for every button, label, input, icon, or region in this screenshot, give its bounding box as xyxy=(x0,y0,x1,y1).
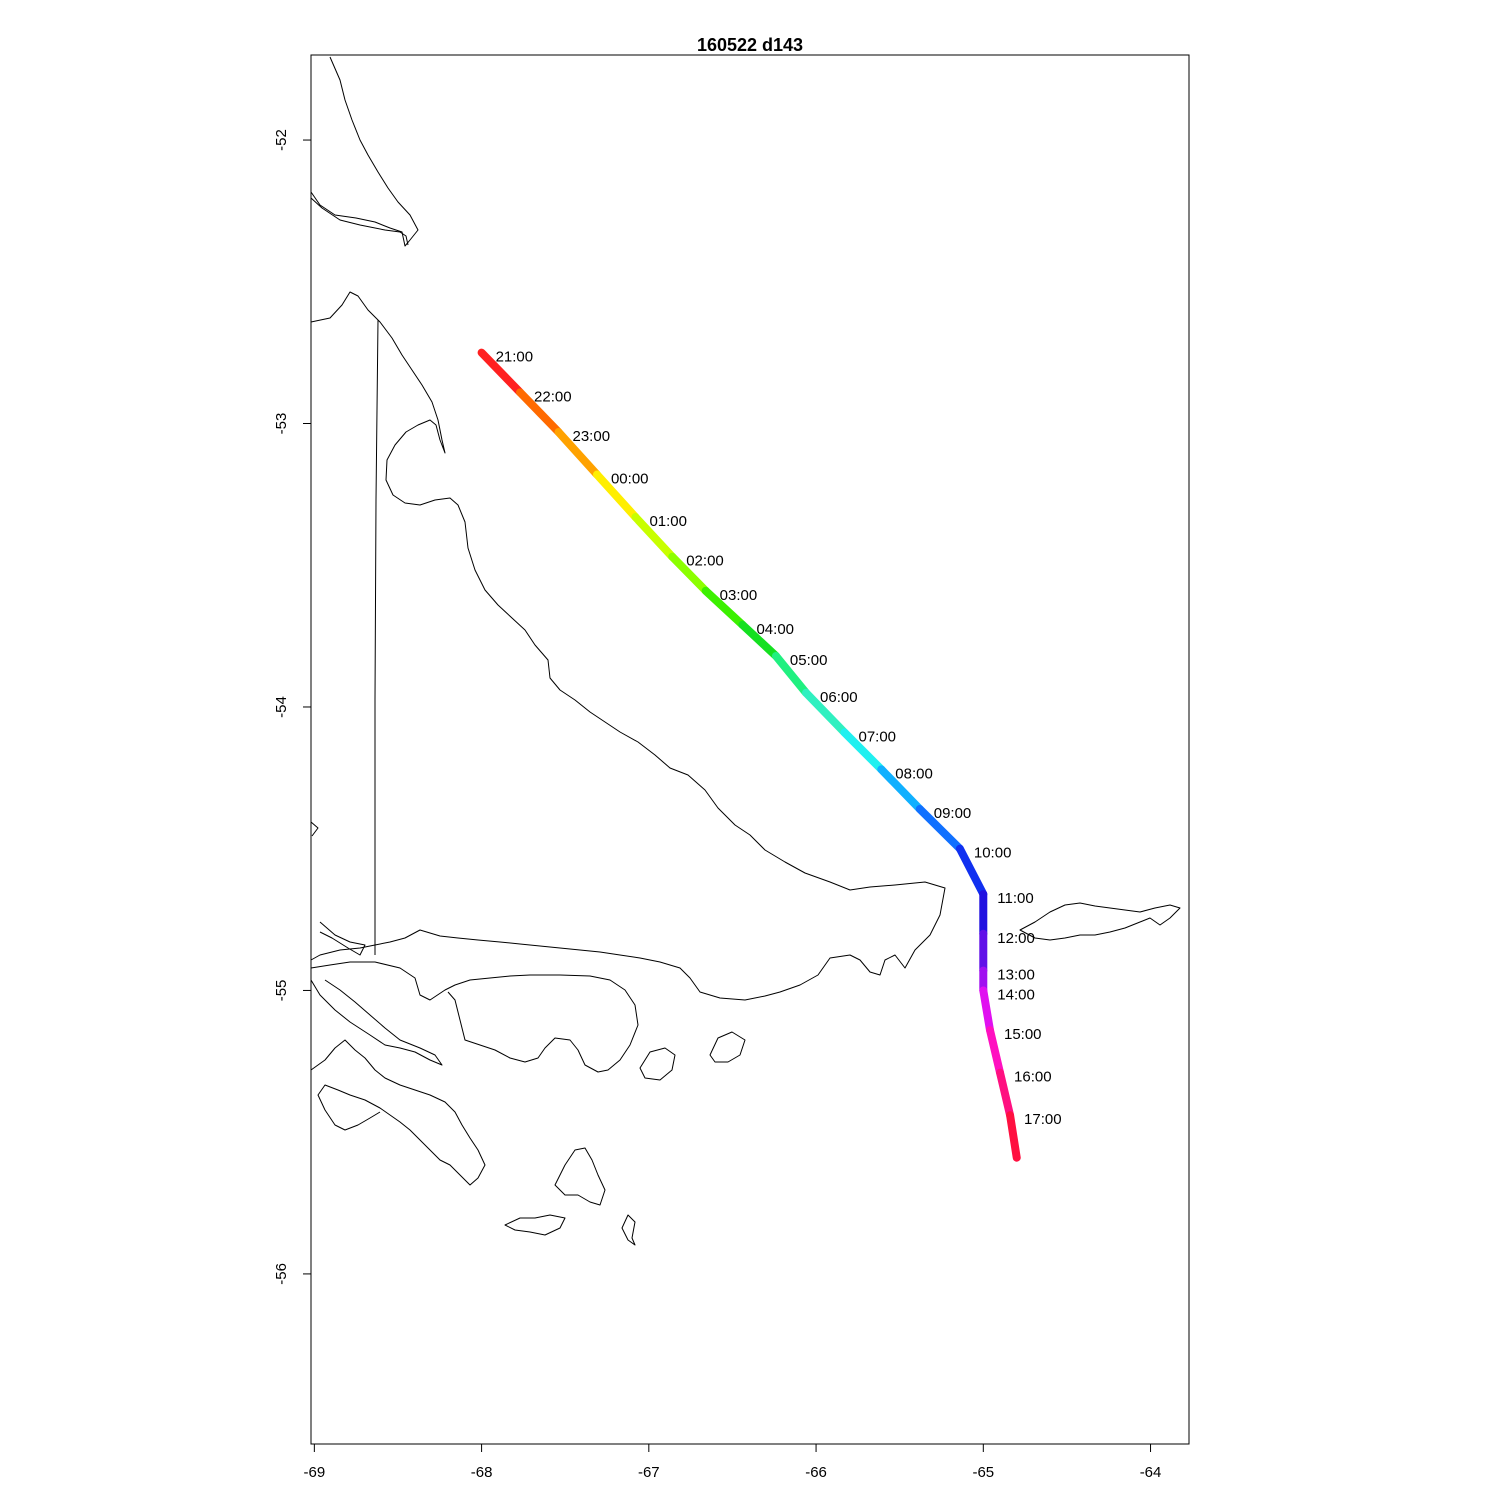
time-label: 05:00 xyxy=(790,652,828,669)
time-label: 04:00 xyxy=(756,621,794,638)
track-segment xyxy=(979,986,994,1035)
coastline-islet-3 xyxy=(554,1147,606,1206)
time-label: 01:00 xyxy=(649,513,687,530)
time-label: 15:00 xyxy=(1004,1026,1042,1043)
time-label: 11:00 xyxy=(997,890,1033,907)
coastline-beagle-channel xyxy=(310,961,639,1073)
coastline-islet-5 xyxy=(621,1214,636,1246)
time-label: 17:00 xyxy=(1024,1111,1062,1128)
time-label: 00:00 xyxy=(611,471,649,488)
time-label: 06:00 xyxy=(820,689,858,706)
plot-frame xyxy=(310,54,1190,1445)
x-axis: -69 -68 -67 -66 -65 -64 xyxy=(304,1443,1162,1481)
coastline-west-channel xyxy=(319,921,366,956)
x-tick-label: -66 xyxy=(805,1464,827,1481)
time-label: 08:00 xyxy=(895,765,933,782)
time-label: 07:00 xyxy=(858,728,896,745)
coastline-strait xyxy=(310,291,946,1001)
track-segment xyxy=(915,805,964,853)
time-label: 21:00 xyxy=(496,349,534,366)
y-tick-label: -53 xyxy=(273,413,290,435)
coastline-islet-1 xyxy=(639,1047,676,1081)
coastline-west-edge xyxy=(310,821,319,837)
y-axis: -52 -53 -54 -55 -56 xyxy=(273,129,312,1285)
track-segment xyxy=(592,470,640,522)
track-time-labels: 21:00 22:00 23:00 00:00 01:00 02:00 03:00 04:00… xyxy=(496,349,1062,1129)
time-label: 02:00 xyxy=(686,553,724,570)
time-label: 10:00 xyxy=(974,845,1012,862)
map-title: 160522 d143 xyxy=(697,35,803,55)
track-segment xyxy=(516,388,563,437)
time-label: 23:00 xyxy=(573,428,611,445)
track-segment xyxy=(996,1068,1015,1120)
track-segment xyxy=(1006,1111,1021,1162)
track-segment xyxy=(877,765,924,814)
time-label: 22:00 xyxy=(534,388,572,405)
track-segment xyxy=(554,428,601,479)
coastline-island-west xyxy=(310,979,443,1066)
x-tick-label: -67 xyxy=(638,1464,660,1481)
coastline-isla-estados xyxy=(1019,902,1181,941)
border-line xyxy=(374,319,379,955)
coastline-isla-navarino xyxy=(310,1039,486,1186)
coastline-north-inlet xyxy=(310,197,409,246)
track-segment xyxy=(738,620,780,660)
track-segment xyxy=(701,586,747,629)
x-tick-label: -64 xyxy=(1140,1464,1162,1481)
track-segment xyxy=(631,513,677,561)
x-tick-label: -65 xyxy=(972,1464,994,1481)
track-segment xyxy=(802,688,849,737)
track-segment xyxy=(840,728,886,774)
y-tick-label: -55 xyxy=(273,980,290,1002)
time-label: 14:00 xyxy=(997,986,1035,1003)
track-segment xyxy=(985,1026,1005,1077)
track-segment xyxy=(668,552,710,595)
coastline-islet-4 xyxy=(504,1214,566,1236)
coastlines xyxy=(310,56,1181,1246)
y-tick-label: -54 xyxy=(273,696,290,718)
time-label: 16:00 xyxy=(1014,1069,1052,1086)
x-tick-label: -69 xyxy=(304,1464,326,1481)
ship-track xyxy=(477,348,1021,1162)
track-segment xyxy=(955,844,988,899)
coastline-islet-2 xyxy=(709,1031,746,1063)
time-label: 13:00 xyxy=(997,967,1035,984)
track-segment xyxy=(477,348,525,397)
track-segment xyxy=(771,651,811,697)
time-label: 03:00 xyxy=(720,587,758,604)
y-tick-label: -56 xyxy=(273,1263,290,1285)
x-tick-label: -68 xyxy=(471,1464,493,1481)
y-tick-label: -52 xyxy=(273,129,290,151)
time-label: 12:00 xyxy=(997,930,1035,947)
time-label: 09:00 xyxy=(934,805,972,822)
coastline-north-spit xyxy=(310,56,419,247)
